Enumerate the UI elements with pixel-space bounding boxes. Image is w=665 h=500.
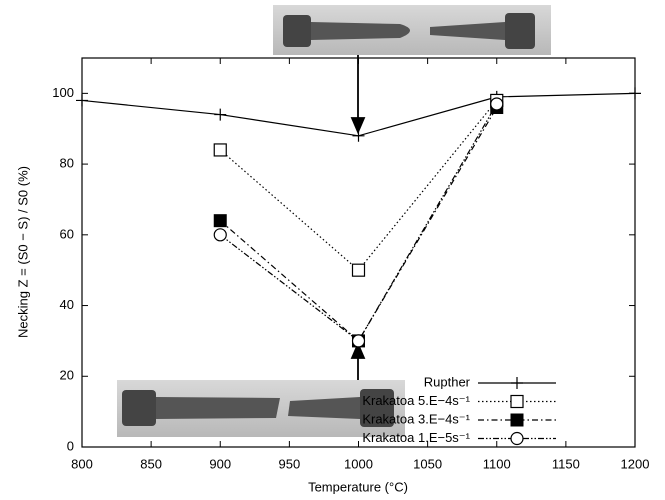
legend-label: Krakatoa 5.E−4s⁻¹ — [362, 393, 470, 408]
x-tick-label: 1200 — [621, 456, 650, 471]
x-tick-label: 1150 — [552, 456, 580, 471]
marker — [213, 143, 227, 157]
x-axis-label: Temperature (°C) — [308, 479, 408, 494]
marker — [629, 87, 641, 100]
y-tick-label: 40 — [60, 297, 74, 312]
x-tick-label: 1050 — [413, 456, 442, 471]
arrows — [350, 55, 366, 380]
marker — [213, 214, 227, 228]
legend-marker — [511, 377, 523, 389]
x-tick-label: 950 — [279, 456, 301, 471]
marker — [351, 334, 366, 348]
marker — [214, 108, 227, 121]
x-tick-label: 1100 — [483, 456, 511, 471]
series-line — [219, 107, 498, 342]
legend-label: Krakatoa 1.E−5s⁻¹ — [362, 430, 470, 445]
legend-label: Krakatoa 3.E−4s⁻¹ — [362, 411, 470, 426]
marker — [352, 129, 365, 142]
photo-bottom — [117, 380, 405, 437]
x-tick-label: 850 — [140, 456, 162, 471]
legend-marker — [510, 394, 524, 409]
legend-marker — [510, 413, 524, 427]
marker — [490, 97, 504, 111]
y-tick-label: 100 — [52, 85, 74, 100]
x-tick-label: 1000 — [344, 456, 373, 471]
y-tick-label: 20 — [60, 368, 74, 383]
legend-label: Rupther — [424, 374, 471, 389]
series-line — [219, 100, 498, 272]
marker — [351, 263, 366, 277]
legend-marker — [510, 431, 524, 446]
y-tick-label: 0 — [67, 438, 74, 453]
photo-top — [273, 5, 551, 55]
y-axis-label: Necking Z = (S0 − S) / S0 (%) — [15, 166, 30, 338]
x-tick-label: 900 — [209, 456, 231, 471]
y-tick-label: 80 — [60, 156, 74, 171]
x-tick-label: 800 — [71, 456, 93, 471]
marker — [213, 228, 227, 242]
y-tick-label: 60 — [60, 226, 74, 241]
marker — [76, 94, 88, 107]
